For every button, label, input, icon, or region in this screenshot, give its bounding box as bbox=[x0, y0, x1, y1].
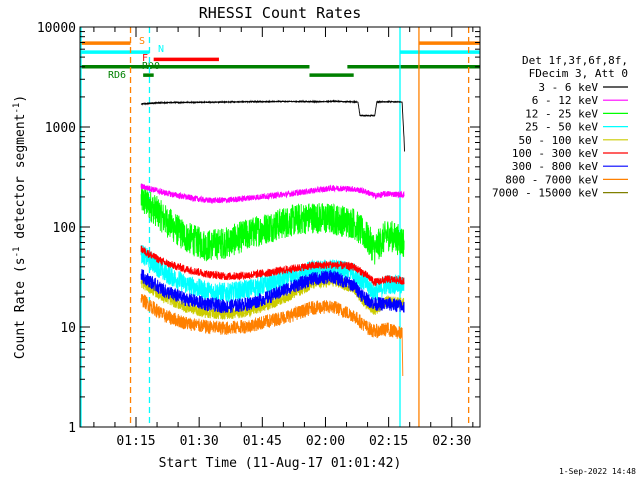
x-tick-label: 02:30 bbox=[432, 434, 471, 449]
legend-entry-label: 3 - 6 keV bbox=[538, 81, 598, 94]
y-axis-label-sup: -1 bbox=[12, 247, 22, 258]
state-bar-label: N bbox=[158, 44, 164, 55]
x-tick-label: 01:45 bbox=[243, 434, 282, 449]
x-tick-label: 01:30 bbox=[180, 434, 219, 449]
y-axis-label: Count Rate (s-1 detector segment-1) bbox=[12, 95, 28, 359]
legend-header: Det 1f,3f,6f,8f, bbox=[522, 54, 628, 67]
y-axis-label-part: detector segment bbox=[13, 114, 28, 247]
state-bar-label: RD6 bbox=[108, 70, 126, 81]
x-tick-label: 02:15 bbox=[369, 434, 408, 449]
x-axis-label: Start Time (11-Aug-17 01:01:42) bbox=[159, 456, 402, 471]
legend-entry-label: 800 - 7000 keV bbox=[505, 173, 598, 186]
state-bar-label: S bbox=[139, 36, 145, 47]
series-line bbox=[140, 99, 405, 152]
event-marker-lines bbox=[80, 27, 470, 427]
y-tick-label: 1000 bbox=[45, 121, 76, 136]
legend-entry-label: 12 - 25 keV bbox=[525, 107, 598, 120]
legend-entry-label: 50 - 100 keV bbox=[519, 134, 599, 147]
series-group bbox=[140, 99, 405, 377]
x-tick-label: 02:00 bbox=[306, 434, 345, 449]
y-tick-label: 10000 bbox=[37, 21, 76, 36]
y-tick-label: 10 bbox=[60, 321, 76, 336]
state-bar-label: F bbox=[142, 53, 148, 64]
series-line bbox=[140, 183, 405, 205]
y-axis-label-part: ) bbox=[13, 95, 28, 103]
series-line bbox=[140, 183, 405, 265]
legend-entry-label: 6 - 12 keV bbox=[532, 94, 599, 107]
legend-entry-label: 300 - 800 keV bbox=[512, 160, 598, 173]
legend-entry-label: 100 - 300 keV bbox=[512, 147, 598, 160]
state-bar-label: RD0 bbox=[142, 61, 160, 72]
x-tick-label: 01:15 bbox=[116, 434, 155, 449]
y-axis-label-part: Count Rate (s bbox=[13, 257, 28, 359]
y-tick-label: 1 bbox=[68, 421, 76, 436]
footer-date: 1-Sep-2022 14:48 bbox=[559, 467, 636, 476]
chart-title: RHESSI Count Rates bbox=[199, 4, 362, 22]
x-axis-ticks: 01:15 01:30 01:45 02:00 02:15 02:30 bbox=[93, 27, 474, 449]
y-axis-label-sup: -1 bbox=[12, 103, 22, 114]
legend-entry-label: 25 - 50 keV bbox=[525, 121, 598, 134]
y-axis-ticks: 1 10 100 1000 10000 bbox=[37, 21, 480, 436]
series-line bbox=[140, 269, 405, 314]
legend: Det 1f,3f,6f,8f,FDecim 3, Att 03 - 6 keV… bbox=[492, 54, 628, 200]
series-line bbox=[140, 245, 405, 303]
legend-entry-label: 7000 - 15000 keV bbox=[492, 187, 598, 200]
series-line bbox=[140, 245, 405, 287]
legend-header: FDecim 3, Att 0 bbox=[529, 67, 628, 80]
y-tick-label: 100 bbox=[53, 221, 76, 236]
series-line bbox=[140, 294, 404, 377]
